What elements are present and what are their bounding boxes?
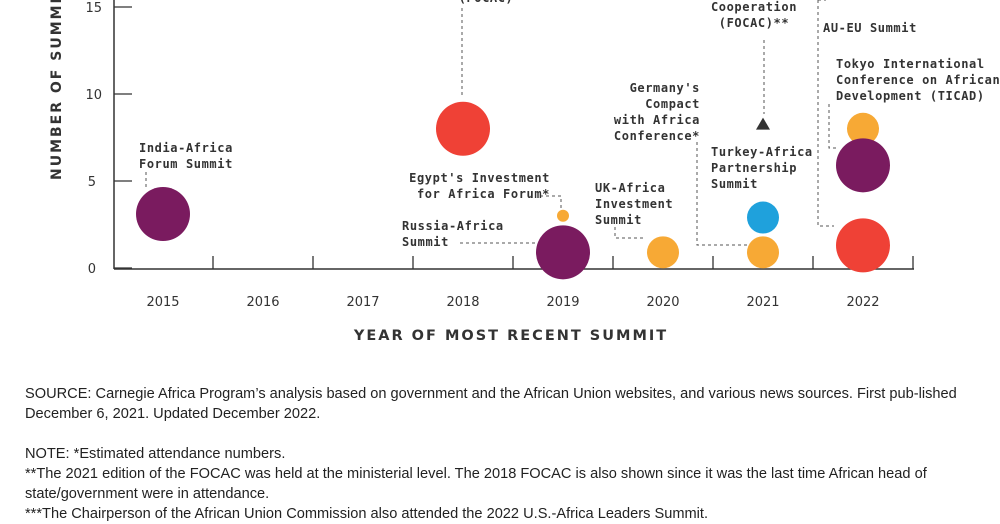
summit-chart: 0 5 10 15 NUMBER OF SUMMIT 2015 2016 201…: [49, 0, 1000, 344]
label-focac-2018: (FOCAC): [459, 0, 514, 5]
x-axis-title: YEAR OF MOST RECENT SUMMIT: [353, 328, 668, 344]
y-axis-title: NUMBER OF SUMMIT: [49, 0, 65, 180]
y-tick-label: 0: [88, 262, 96, 277]
leader-germany: [696, 142, 750, 246]
leader-tokyo: [828, 104, 839, 149]
x-tick-label: 2019: [546, 295, 579, 310]
source-note: SOURCE: Carnegie Africa Program’s analys…: [25, 386, 957, 422]
data-point-10: [836, 218, 890, 273]
au-commission-note: ***The Chairperson of the African Union …: [25, 506, 709, 522]
y-tick-label: 15: [85, 1, 102, 16]
label-russia: Russia-Africa Summit: [402, 219, 504, 249]
label-au-eu: AU-EU Summit: [823, 21, 917, 35]
focac-note: **The 2021 edition of the FOCAC was held…: [25, 466, 927, 502]
x-tick-label: 2021: [746, 295, 779, 310]
data-point-7: [747, 236, 779, 269]
data-point-0: [136, 187, 190, 242]
label-india-africa: India-Africa Forum Summit: [139, 141, 233, 171]
leader-lines: [145, 0, 839, 246]
data-point-4: [647, 236, 679, 269]
attendance-note: NOTE: *Estimated attendance numbers.: [25, 446, 286, 462]
label-egypt: Egypt's Investment for Africa Forum*: [409, 171, 550, 201]
data-point-2: [557, 209, 569, 222]
x-tick-label: 2022: [846, 295, 879, 310]
data-point-9: [836, 138, 890, 193]
data-point-1: [436, 101, 490, 156]
data-point-6: [747, 201, 779, 234]
leader-au-eu: [817, 0, 834, 227]
x-tick-label: 2016: [246, 295, 279, 310]
label-turkey: Turkey-Africa Partnership Summit: [711, 145, 813, 191]
label-uk: UK-Africa Investment Summit: [595, 181, 673, 227]
leader-egypt: [540, 195, 562, 210]
x-tick-label: 2020: [646, 295, 679, 310]
chart-notes: SOURCE: Carnegie Africa Program’s analys…: [25, 384, 990, 524]
y-tick-marks: [114, 6, 132, 269]
label-focac-2021: Cooperation (FOCAC)**: [711, 0, 797, 30]
y-tick-label: 5: [88, 175, 96, 190]
x-tick-label: 2018: [446, 295, 479, 310]
data-point-8: [847, 112, 879, 145]
x-tick-label: 2017: [346, 295, 379, 310]
leader-uk: [614, 227, 646, 239]
label-germany: Germany's Compact with Africa Conference*: [614, 81, 700, 143]
label-tokyo: Tokyo International Conference on African…: [836, 57, 1000, 103]
x-tick-marks: [212, 256, 914, 269]
data-point-5: [756, 117, 770, 130]
y-tick-label: 10: [85, 88, 102, 103]
data-point-3: [536, 225, 590, 280]
x-tick-label: 2015: [146, 295, 179, 310]
data-marks: [136, 101, 890, 280]
